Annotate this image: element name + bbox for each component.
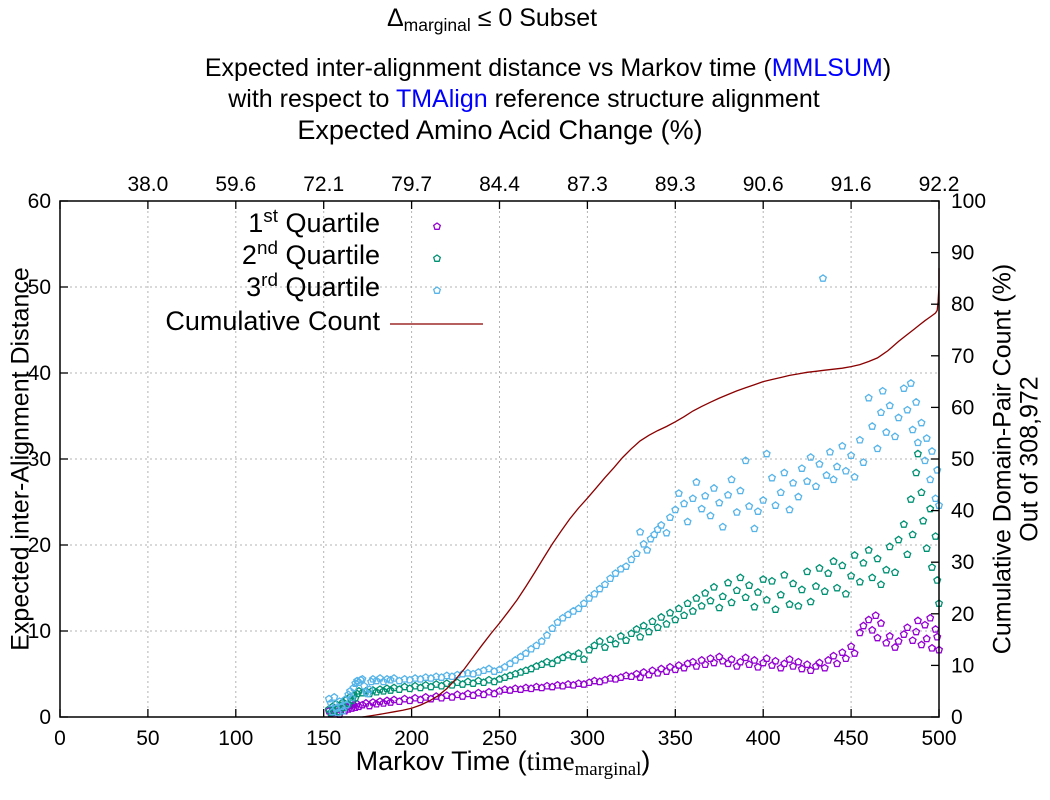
delta-subscript: marginal [403,14,471,35]
y-right-tick-label: 30 [951,551,974,574]
x2-tick-label: 38.0 [127,173,168,196]
legend-marker-q1-icon [429,209,445,242]
y-right-tick-label: 40 [951,500,974,523]
mmlsum-link-text: MMLSUM [771,54,883,82]
y-left-tick-label: 20 [28,534,51,557]
bottom-axis-title: Markov Time (timemarginal) [355,746,651,781]
x2-tick-label: 84.4 [479,173,520,196]
x2-tick-label: 92.2 [919,173,960,196]
title-subset-rest: ≤ 0 Subset [470,4,598,32]
scatter-series-q1 [324,611,944,718]
y-right-tick-label: 60 [951,396,974,419]
x2-tick-label: 90.6 [743,173,784,196]
x-tick-label: 400 [746,727,781,750]
x2-tick-label: 87.3 [567,173,608,196]
y-left-tick-label: 60 [28,190,51,213]
legend-marker-q2-icon [429,241,445,274]
x-tick-label: 200 [394,727,429,750]
delta-symbol: Δ [386,4,404,32]
tick-marks [59,200,940,718]
y-right-tick-label: 100 [951,190,986,213]
x2-tick-label: 91.6 [831,173,872,196]
legend-marker-q3-icon [429,273,445,306]
y-right-tick-label: 80 [951,293,974,316]
x-tick-label: 100 [218,727,253,750]
y-right-tick-label: 90 [951,242,974,265]
time-subscript: marginal [574,759,642,781]
legend-item-cumulative: Cumulative Count [0,305,483,338]
x2-tick-label: 59.6 [215,173,256,196]
y-left-tick-label: 50 [28,276,51,299]
chart-title-main: Expected inter-alignment distance vs Mar… [204,54,892,82]
y-left-tick-label: 40 [28,362,51,385]
x-tick-label: 350 [658,727,693,750]
x2-tick-label: 72.1 [303,173,344,196]
y-right-tick-label: 70 [951,345,974,368]
y-right-tick-label: 50 [951,448,974,471]
time-symbol: time [526,746,575,776]
legend-line-sample [390,307,483,340]
chart-title-subset: Δmarginal ≤ 0 Subset [0,4,1017,35]
tmalign-link-text: TMAlign [395,85,488,113]
legend-item-q1: 1st Quartile [0,206,445,242]
y-right-tick-label: 10 [951,654,974,677]
y-right-tick-label: 0 [951,706,963,729]
gridlines [60,201,939,717]
x-tick-label: 300 [570,727,605,750]
cumulative-count-line [362,268,940,718]
x-tick-label: 0 [54,727,66,750]
y-left-tick-label: 30 [28,448,51,471]
y-right-tick-label: 20 [951,603,974,626]
scatter-series-q3 [324,274,944,717]
x2-tick-label: 79.7 [391,173,432,196]
x-tick-label: 450 [834,727,869,750]
x-tick-label: 500 [921,727,956,750]
x2-tick-label: 89.3 [655,173,696,196]
chart-title-sub: with respect to TMAlign reference struct… [228,85,820,113]
x-tick-label: 150 [306,727,341,750]
y-left-tick-label: 0 [39,706,51,729]
legend-item-q3: 3rd Quartile [0,270,445,306]
y-left-tick-label: 10 [28,620,51,643]
top-axis-title: Expected Amino Acid Change (%) [297,115,703,145]
x-tick-label: 50 [136,727,159,750]
x-tick-label: 250 [482,727,517,750]
legend-item-q2: 2nd Quartile [0,238,445,274]
